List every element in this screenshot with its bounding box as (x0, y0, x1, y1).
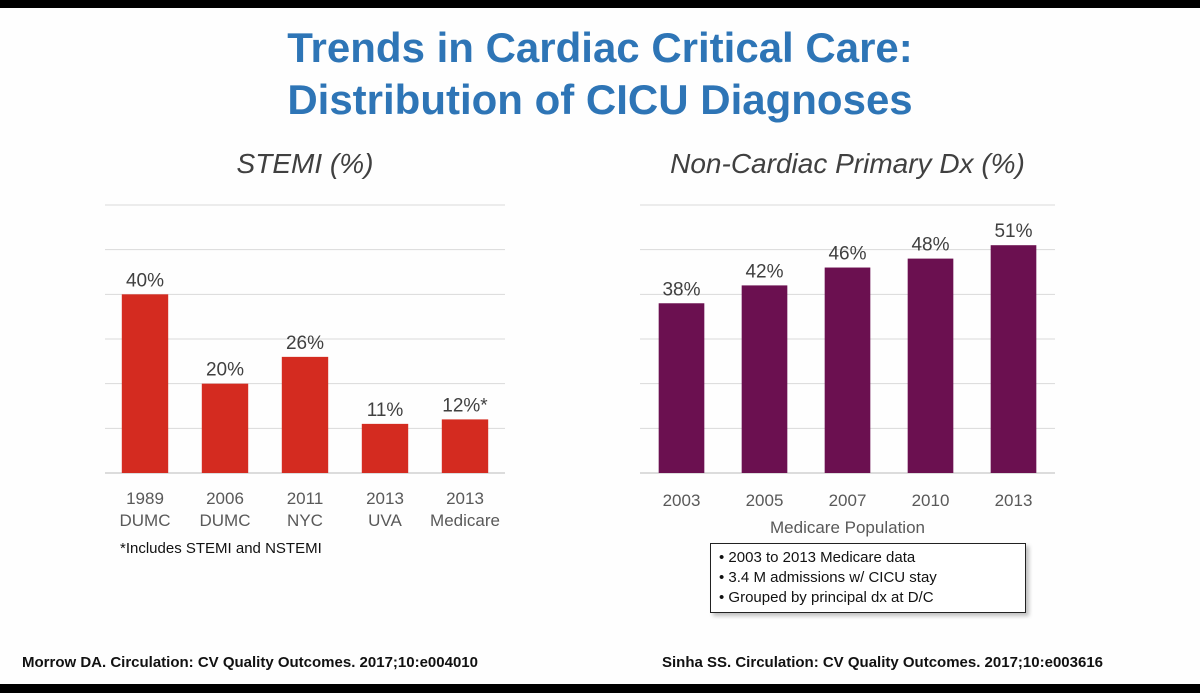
x-axis-title: Medicare Population (770, 518, 925, 537)
x-tick-label: 2006 (206, 489, 244, 508)
title-line-2: Distribution of CICU Diagnoses (287, 76, 913, 123)
x-tick-label: 1989 (126, 489, 164, 508)
x-tick-label: DUMC (200, 511, 251, 530)
bar-value-label: 51% (994, 221, 1032, 242)
x-tick-label: NYC (287, 511, 323, 530)
slide: Trends in Cardiac Critical Care: Distrib… (0, 8, 1200, 684)
bar (201, 383, 249, 473)
x-tick-label: 2010 (912, 491, 950, 510)
slide-title: Trends in Cardiac Critical Care: Distrib… (0, 22, 1200, 126)
bar (907, 258, 954, 473)
x-tick-label: UVA (368, 511, 402, 530)
noncardiac-bar-chart: 38% 2003 42% 2005 46% 2007 48% 2010 51% 2013 Medic… (640, 204, 1055, 537)
bar-value-label: 40% (126, 270, 164, 291)
x-tick-label: 2013 (995, 491, 1033, 510)
bar (990, 245, 1037, 473)
x-tick-label: 2003 (663, 491, 701, 510)
note-item: Grouped by principal dx at D/C (719, 588, 1017, 608)
x-tick-label: 2007 (829, 491, 867, 510)
x-tick-label: 2013 (446, 489, 484, 508)
noncardiac-chart-title: Non-Cardiac Primary Dx (%) (670, 148, 1025, 179)
bar-value-label: 26% (286, 333, 324, 354)
stemi-bar-chart: 40% 1989 DUMC 20% 2006 DUMC 26% 2011 NYC 11% 2013 U… (105, 204, 505, 530)
note-item: 3.4 M admissions w/ CICU stay (719, 568, 1017, 588)
stemi-chart-title: STEMI (%) (236, 148, 374, 179)
title-line-1: Trends in Cardiac Critical Care: (287, 24, 913, 71)
notes-list: 2003 to 2013 Medicare data 3.4 M admissi… (719, 548, 1017, 608)
note-item: 2003 to 2013 Medicare data (719, 548, 1017, 568)
notes-box: 2003 to 2013 Medicare data 3.4 M admissi… (710, 543, 1026, 613)
bar (121, 294, 169, 473)
citation-left: Morrow DA. Circulation: CV Quality Outco… (22, 654, 478, 671)
bar (441, 419, 489, 473)
bar-value-label: 46% (828, 244, 866, 265)
bar-value-label: 20% (206, 360, 244, 381)
x-tick-label: 2013 (366, 489, 404, 508)
bar (281, 356, 329, 473)
x-tick-label: Medicare (430, 511, 500, 530)
bar (824, 267, 871, 473)
bar-value-label: 11% (367, 400, 404, 421)
citation-right: Sinha SS. Circulation: CV Quality Outcom… (662, 654, 1103, 671)
bar (361, 423, 409, 473)
x-tick-label: DUMC (120, 511, 171, 530)
bar-value-label: 12%* (442, 395, 488, 416)
x-tick-label: 2005 (746, 491, 784, 510)
stemi-footnote: *Includes STEMI and NSTEMI (120, 540, 322, 557)
x-tick-label: 2011 (287, 489, 324, 508)
bar (741, 285, 788, 473)
bar-value-label: 48% (911, 235, 949, 256)
bar-value-label: 38% (662, 279, 700, 300)
bar (658, 303, 705, 473)
bar-value-label: 42% (745, 261, 783, 282)
